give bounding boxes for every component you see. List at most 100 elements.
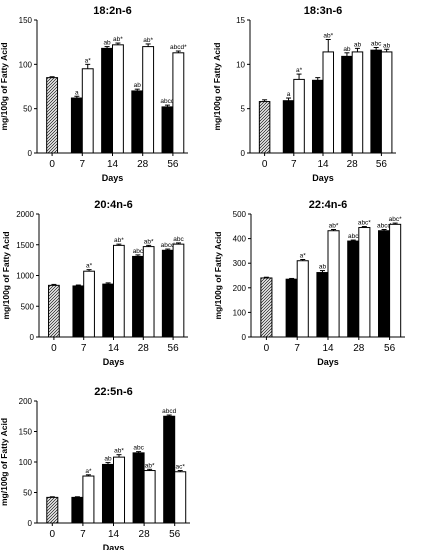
y-tick-label: 0 [242, 333, 247, 342]
significance-label: a* [85, 57, 92, 64]
significance-label: ac* [176, 464, 186, 471]
bar-filled [131, 90, 144, 154]
bar-open [389, 223, 402, 338]
significance-label: ab* [143, 37, 153, 44]
chart-title: 22:5n-6 [94, 386, 133, 398]
y-axis-label: mg/100g of Fatty Acid [0, 42, 9, 130]
bar-filled [311, 79, 324, 154]
significance-label: ab [103, 40, 111, 47]
significance-label: a* [86, 263, 93, 270]
bar-open [113, 244, 125, 338]
bar-open [351, 51, 364, 154]
y-tick-label: 2000 [16, 210, 34, 219]
significance-label: ab [104, 456, 112, 463]
significance-label: abc [173, 236, 184, 243]
y-tick-label: 100 [233, 308, 247, 317]
significance-label: ab* [329, 222, 339, 229]
x-tick-label: 14 [317, 159, 329, 170]
bar-filled [370, 49, 382, 154]
significance-label: abcd [160, 98, 174, 105]
x-tick-label: 14 [322, 343, 334, 354]
y-axis-label: mg/100g of Fatty Acid [213, 231, 223, 319]
y-tick-label: 500 [233, 210, 247, 219]
x-tick-label: 7 [80, 159, 86, 170]
bar-open [82, 475, 95, 524]
x-tick-label: 56 [376, 159, 388, 170]
significance-label: a* [296, 67, 303, 74]
bar-filled [102, 283, 115, 338]
y-tick-label: 100 [19, 60, 33, 69]
bar-open [296, 260, 309, 338]
chart-title: 22:4n-6 [309, 199, 348, 211]
y-tick-label: 200 [233, 284, 247, 293]
x-tick-label: 28 [138, 343, 150, 354]
x-tick-label: 56 [168, 343, 180, 354]
bar-baseline [48, 284, 60, 338]
bar-open [174, 471, 187, 524]
bar-filled [71, 496, 84, 524]
x-tick-label: 14 [108, 343, 120, 354]
bar-filled [70, 97, 83, 154]
significance-label: a [287, 91, 291, 98]
bar-filled [285, 278, 298, 338]
bar-filled [282, 100, 295, 154]
x-tick-label: 28 [139, 529, 151, 540]
y-tick-label: 50 [23, 489, 32, 498]
x-axis-label: Days [317, 357, 339, 367]
bar-filled [161, 249, 174, 338]
bar-open [112, 44, 124, 154]
bar-open [172, 243, 185, 338]
x-tick-label: 28 [347, 159, 359, 170]
significance-label: abc [371, 40, 382, 47]
y-tick-label: 150 [19, 428, 33, 437]
y-tick-label: 1000 [16, 272, 34, 281]
significance-label: ab* [114, 448, 124, 455]
significance-label: abc* [358, 220, 371, 227]
significance-label: ab* [113, 36, 123, 43]
x-tick-label: 7 [294, 343, 300, 354]
x-tick-label: 7 [80, 529, 86, 540]
y-tick-label: 0 [241, 149, 246, 158]
significance-label: abcd* [170, 44, 187, 51]
y-tick-label: 1500 [16, 241, 34, 250]
significance-label: ab* [323, 33, 333, 40]
x-tick-label: 0 [264, 343, 270, 354]
x-tick-label: 56 [384, 343, 396, 354]
y-tick-label: 0 [30, 333, 35, 342]
y-tick-label: 200 [19, 397, 33, 406]
significance-label: abc [133, 248, 144, 255]
x-tick-label: 0 [49, 159, 55, 170]
bar-filled [341, 55, 353, 154]
x-axis-label: Days [102, 173, 124, 183]
y-tick-label: 100 [19, 458, 33, 467]
y-axis-label: mg/100g of Fatty Acid [1, 231, 11, 319]
significance-label: ab [383, 42, 391, 49]
bar-open [83, 270, 95, 338]
y-tick-label: 50 [23, 105, 32, 114]
significance-label: a* [85, 468, 92, 475]
y-axis-label: mg/100g of Fatty Acid [212, 42, 222, 130]
bar-open [380, 51, 393, 154]
significance-label: ab [343, 46, 351, 53]
significance-label: abc [348, 233, 359, 240]
y-tick-label: 300 [233, 259, 247, 268]
bar-filled [161, 106, 174, 154]
bar-filled [72, 285, 85, 338]
significance-label: abcd [162, 408, 176, 415]
x-tick-label: 28 [137, 159, 149, 170]
x-tick-label: 0 [50, 529, 56, 540]
y-axis-label: mg/100g of Fatty Acid [0, 418, 9, 506]
x-tick-label: 56 [167, 159, 179, 170]
bar-filled [101, 463, 115, 524]
bar-open [293, 78, 305, 154]
y-tick-label: 400 [233, 235, 247, 244]
y-tick-label: 0 [28, 519, 33, 528]
y-tick-label: 500 [21, 302, 35, 311]
bar-baseline [260, 277, 273, 338]
significance-label: ab [354, 41, 362, 48]
